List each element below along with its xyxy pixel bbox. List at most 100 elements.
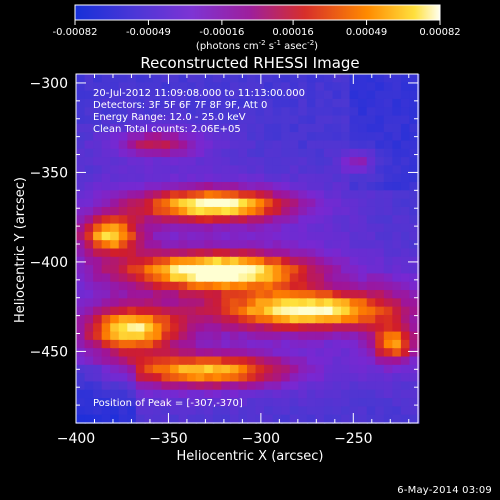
heatmap-cell — [349, 356, 360, 366]
heatmap-cell — [281, 373, 292, 383]
heatmap-cell — [281, 364, 292, 374]
heatmap-cell — [84, 240, 95, 250]
heatmap-cell — [383, 107, 394, 117]
heatmap-cell — [306, 107, 317, 117]
heatmap-cell — [375, 364, 386, 374]
heatmap-cell — [281, 215, 292, 225]
heatmap-cell — [255, 223, 266, 233]
annotation-line: Clean Total counts: 2.06E+05 — [93, 124, 241, 135]
heatmap-cell — [221, 231, 232, 241]
heatmap-cell — [101, 356, 112, 366]
heatmap-cell — [383, 323, 394, 333]
heatmap-cell — [375, 148, 386, 158]
heatmap-cell — [170, 132, 181, 142]
heatmap-cell — [229, 90, 240, 100]
heatmap-cell — [315, 306, 326, 316]
heatmap-cell — [255, 82, 266, 92]
heatmap-cell — [264, 132, 275, 142]
heatmap-cell — [101, 248, 112, 258]
heatmap-cell — [272, 381, 283, 391]
heatmap-cell — [178, 331, 189, 341]
heatmap-cell — [400, 290, 411, 300]
heatmap-cell — [84, 74, 95, 83]
heatmap-cell — [341, 364, 352, 374]
heatmap-cell — [101, 331, 112, 341]
heatmap-cell — [110, 356, 121, 366]
heatmap-cell — [247, 165, 257, 175]
y-tick-label: −350 — [30, 165, 68, 181]
heatmap-cell — [289, 381, 300, 391]
heatmap-cell — [195, 107, 206, 117]
heatmap-cell — [366, 398, 377, 408]
heatmap-cell — [127, 107, 138, 117]
heatmap-cell — [84, 115, 95, 125]
heatmap-cell — [289, 348, 300, 358]
heatmap-cell — [204, 74, 215, 83]
heatmap-cell — [161, 314, 172, 324]
heatmap-cell — [392, 389, 403, 399]
heatmap-cell — [76, 306, 86, 316]
heatmap-cell — [383, 132, 394, 142]
heatmap-cell — [392, 281, 403, 291]
heatmap-cell — [221, 198, 232, 208]
heatmap-cell — [118, 90, 129, 100]
heatmap-cell — [383, 90, 394, 100]
heatmap-cell — [221, 281, 232, 291]
heatmap-cell — [247, 406, 257, 416]
heatmap-cell — [409, 348, 420, 358]
heatmap-cell — [204, 190, 215, 200]
heatmap-cell — [323, 115, 334, 125]
heatmap-cell — [101, 132, 112, 142]
heatmap-cell — [400, 90, 411, 100]
heatmap-cell — [152, 240, 163, 250]
heatmap-cell — [221, 215, 232, 225]
heatmap-cell — [366, 165, 377, 175]
heatmap-cell — [93, 281, 104, 291]
heatmap-cell — [101, 389, 112, 399]
heatmap-cell — [323, 206, 334, 216]
heatmap-cell — [358, 381, 369, 391]
heatmap-cell — [212, 323, 223, 333]
heatmap-cell — [170, 165, 181, 175]
heatmap-cell — [144, 206, 155, 216]
heatmap-cell — [281, 148, 292, 158]
heatmap-cell — [118, 414, 129, 424]
heatmap-cell — [358, 406, 369, 416]
heatmap-cell — [392, 364, 403, 374]
heatmap-cell — [323, 173, 334, 183]
heatmap-cell — [101, 273, 112, 283]
heatmap-cell — [289, 389, 300, 399]
heatmap-cell — [152, 190, 163, 200]
heatmap-cell — [118, 314, 129, 324]
heatmap-cell — [375, 256, 386, 266]
heatmap-cell — [323, 90, 334, 100]
heatmap-cell — [187, 223, 198, 233]
heatmap-cell — [135, 381, 146, 391]
heatmap-cell — [195, 331, 206, 341]
heatmap-cell — [135, 74, 146, 83]
heatmap-cell — [195, 206, 206, 216]
heatmap-cell — [358, 123, 369, 133]
heatmap-cell — [281, 389, 292, 399]
heatmap-cell — [101, 298, 112, 308]
heatmap-cell — [178, 398, 189, 408]
heatmap-cell — [400, 157, 411, 167]
heatmap-cell — [195, 381, 206, 391]
heatmap-cell — [238, 132, 249, 142]
heatmap-cell — [255, 398, 266, 408]
heatmap-cell — [349, 414, 360, 424]
heatmap-cell — [289, 206, 300, 216]
heatmap-cell — [366, 240, 377, 250]
heatmap-cell — [221, 273, 232, 283]
heatmap-cell — [229, 98, 240, 108]
heatmap-cell — [204, 107, 215, 117]
heatmap-cell — [144, 182, 155, 192]
heatmap-cell — [247, 98, 257, 108]
heatmap-cell — [144, 82, 155, 92]
heatmap-cell — [110, 398, 121, 408]
heatmap-cell — [110, 123, 121, 133]
heatmap-cell — [93, 206, 104, 216]
heatmap-cell — [375, 182, 386, 192]
heatmap-cell — [247, 90, 257, 100]
heatmap-cell — [110, 364, 121, 374]
